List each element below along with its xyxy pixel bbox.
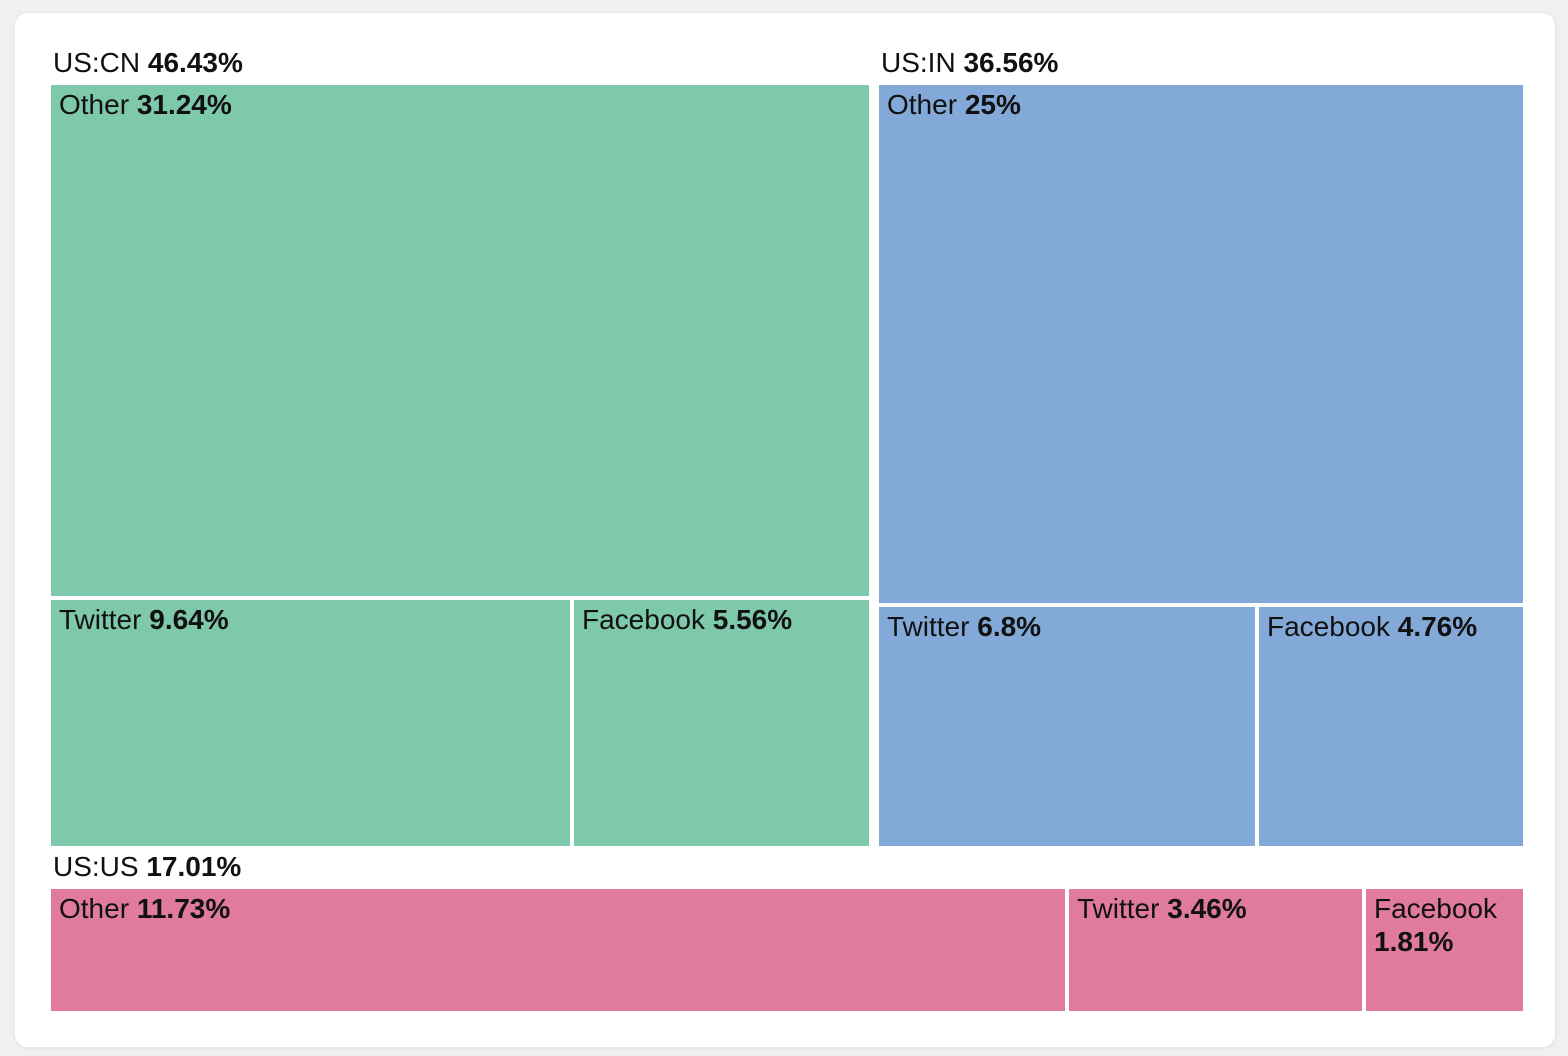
cell-label: Facebook bbox=[582, 604, 705, 635]
group-percent: 36.56% bbox=[963, 47, 1059, 78]
cell-us-in-twitter[interactable]: Twitter 6.8% bbox=[879, 607, 1255, 846]
cell-label: Twitter bbox=[59, 604, 142, 635]
cell-percent: 6.8% bbox=[977, 611, 1042, 642]
cell-percent: 9.64% bbox=[149, 604, 229, 635]
cell-percent: 1.81% bbox=[1374, 926, 1454, 957]
cell-percent: 25% bbox=[964, 89, 1021, 120]
cell-us-cn-other[interactable]: Other 31.24% bbox=[51, 85, 869, 596]
cell-label: Twitter bbox=[1077, 893, 1160, 924]
cell-percent: 5.56% bbox=[712, 604, 793, 635]
cell-label: Facebook bbox=[1267, 611, 1390, 642]
group-label: US:US bbox=[53, 851, 139, 882]
cell-label: Other bbox=[887, 89, 958, 120]
cell-percent: 3.46% bbox=[1167, 893, 1247, 924]
group-header-us-us: US:US 17.01% bbox=[53, 851, 241, 883]
group-label: US:IN bbox=[881, 47, 956, 78]
cell-label: Other bbox=[59, 893, 130, 924]
treemap: US:CN 46.43% Other 31.24% Twitter 9.64% Fac… bbox=[15, 13, 1555, 1047]
treemap-card: US:CN 46.43% Other 31.24% Twitter 9.64% Fac… bbox=[14, 12, 1556, 1048]
cell-us-in-facebook[interactable]: Facebook 4.76% bbox=[1259, 607, 1523, 846]
cell-us-us-other[interactable]: Other 11.73% bbox=[51, 889, 1065, 1011]
group-percent: 46.43% bbox=[147, 47, 243, 78]
cell-label: Facebook bbox=[1374, 893, 1497, 924]
cell-us-in-other[interactable]: Other 25% bbox=[879, 85, 1523, 603]
cell-label: Twitter bbox=[887, 611, 970, 642]
cell-percent: 11.73% bbox=[136, 893, 231, 924]
cell-us-us-twitter[interactable]: Twitter 3.46% bbox=[1069, 889, 1362, 1011]
cell-us-cn-twitter[interactable]: Twitter 9.64% bbox=[51, 600, 570, 846]
cell-us-us-facebook[interactable]: Facebook 1.81% bbox=[1366, 889, 1523, 1011]
cell-percent: 4.76% bbox=[1397, 611, 1478, 642]
group-percent: 17.01% bbox=[146, 851, 242, 882]
group-header-us-in: US:IN 36.56% bbox=[881, 47, 1058, 79]
group-label: US:CN bbox=[53, 47, 141, 78]
cell-us-cn-facebook[interactable]: Facebook 5.56% bbox=[574, 600, 869, 846]
group-header-us-cn: US:CN 46.43% bbox=[53, 47, 243, 79]
cell-label: Other bbox=[59, 89, 130, 120]
cell-percent: 31.24% bbox=[136, 89, 232, 120]
